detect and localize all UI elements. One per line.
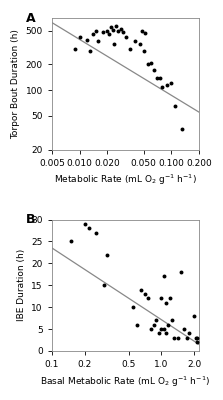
Text: A: A (25, 12, 35, 24)
Point (185, 334, 188, 341)
Point (119, 26, 122, 32)
Point (152, 322, 156, 328)
Point (109, 24, 113, 30)
Point (172, 334, 176, 341)
Point (165, 82, 169, 88)
Point (138, 40, 141, 47)
Point (194, 334, 197, 341)
Point (101, 29, 105, 35)
Point (160, 326, 163, 332)
Point (124, 34, 128, 40)
Point (188, 330, 191, 336)
Point (162, 326, 166, 332)
Point (176, 334, 179, 341)
Point (164, 330, 168, 336)
Point (83, 221, 87, 227)
Point (116, 27, 120, 34)
Point (149, 326, 153, 332)
Point (97, 38, 100, 44)
Point (91, 30, 95, 37)
Point (105, 251, 109, 258)
Point (160, 295, 163, 302)
Point (158, 74, 162, 81)
Point (142, 48, 146, 54)
Point (69, 238, 73, 245)
Point (102, 282, 106, 288)
Point (173, 103, 177, 109)
Point (105, 28, 109, 34)
Point (164, 300, 168, 306)
Point (146, 61, 149, 68)
Point (162, 273, 166, 280)
Text: B: B (25, 213, 35, 226)
Point (144, 30, 147, 36)
Point (88, 48, 92, 54)
Point (195, 339, 199, 345)
Point (168, 295, 172, 302)
Y-axis label: IBE Duration (h): IBE Duration (h) (17, 249, 26, 321)
Point (179, 269, 183, 275)
Point (149, 60, 153, 66)
Point (94, 230, 97, 236)
Point (182, 326, 186, 332)
Point (78, 34, 81, 40)
Point (143, 291, 146, 297)
X-axis label: Basal Metabolic Rate (mL O$_2$ g$^{-1}$ h$^{-1}$): Basal Metabolic Rate (mL O$_2$ g$^{-1}$ … (40, 374, 211, 389)
Point (157, 330, 161, 336)
Point (107, 31, 111, 38)
Point (195, 334, 199, 341)
Y-axis label: Torpor Bout Duration (h): Torpor Bout Duration (h) (11, 29, 20, 139)
Point (170, 317, 174, 324)
Point (139, 286, 143, 293)
Point (133, 38, 137, 44)
Point (88, 225, 91, 232)
Point (111, 27, 115, 33)
Point (114, 22, 118, 29)
Point (113, 40, 116, 47)
Point (146, 295, 150, 302)
Point (74, 46, 77, 53)
Point (161, 83, 164, 90)
Point (94, 27, 97, 34)
Point (193, 313, 196, 319)
Point (153, 67, 156, 74)
Point (135, 322, 139, 328)
Point (122, 29, 125, 35)
Point (128, 46, 131, 53)
Point (131, 304, 135, 310)
Point (170, 80, 173, 86)
Point (155, 317, 158, 324)
Point (140, 28, 144, 34)
Point (155, 74, 159, 81)
Point (180, 126, 184, 132)
Point (166, 322, 170, 328)
X-axis label: Metabolic Rate (mL O$_2$ g$^{-1}$ h$^{-1}$): Metabolic Rate (mL O$_2$ g$^{-1}$ h$^{-1… (54, 173, 197, 188)
Point (85, 36, 89, 43)
